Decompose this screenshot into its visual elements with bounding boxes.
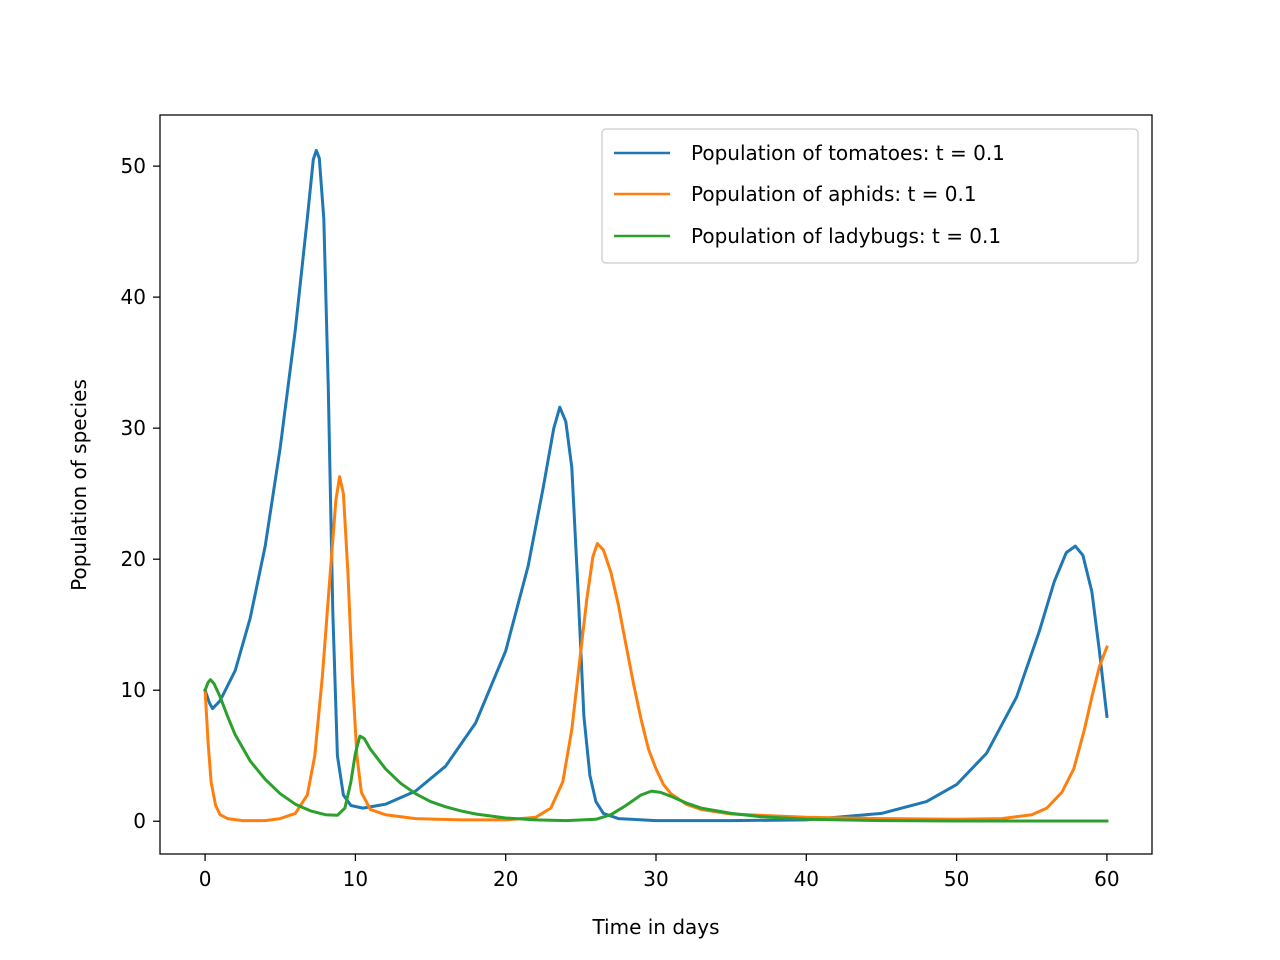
y-tick-label: 0 — [133, 809, 146, 833]
x-tick-label: 60 — [1094, 867, 1119, 891]
x-tick-label: 50 — [944, 867, 969, 891]
y-tick-label: 20 — [121, 547, 146, 571]
x-tick-label: 30 — [643, 867, 668, 891]
x-tick-label: 0 — [199, 867, 212, 891]
series-line-tomatoes — [203, 148, 1109, 823]
legend-label-ladybugs: Population of ladybugs: t = 0.1 — [691, 224, 1001, 248]
y-axis-label: Population of species — [67, 379, 91, 591]
legend: Population of tomatoes: t = 0.1 Populati… — [601, 128, 1139, 264]
y-axis: 0 10 20 30 40 50 — [121, 154, 160, 833]
y-tick-label: 40 — [121, 285, 146, 309]
x-tick-label: 40 — [794, 867, 819, 891]
series-line-aphids — [203, 475, 1109, 823]
x-tick-label: 10 — [343, 867, 368, 891]
legend-label-aphids: Population of aphids: t = 0.1 — [691, 182, 977, 206]
y-tick-label: 10 — [121, 678, 146, 702]
y-tick-label: 50 — [121, 154, 146, 178]
series-line-ladybugs — [203, 678, 1109, 823]
legend-label-tomatoes: Population of tomatoes: t = 0.1 — [691, 141, 1005, 165]
plot-layer — [203, 148, 1109, 823]
legend-box — [601, 128, 1139, 264]
y-tick-label: 30 — [121, 416, 146, 440]
x-tick-label: 20 — [493, 867, 518, 891]
x-axis: 0 10 20 30 40 50 60 — [199, 854, 1120, 891]
x-axis-label: Time in days — [591, 915, 719, 939]
